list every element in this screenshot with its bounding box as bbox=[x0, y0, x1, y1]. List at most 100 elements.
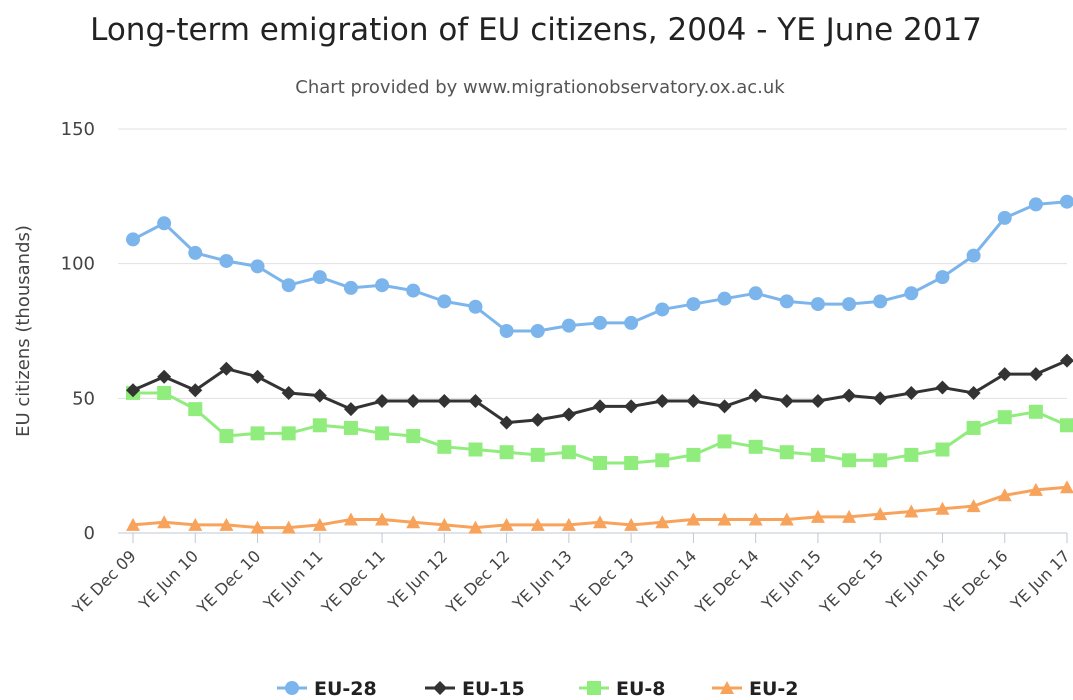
data-point bbox=[655, 453, 670, 468]
series-eu-2 bbox=[126, 480, 1073, 534]
data-point bbox=[561, 517, 576, 531]
data-point bbox=[810, 297, 825, 312]
data-point bbox=[655, 394, 670, 409]
data-point bbox=[530, 412, 545, 427]
legend-item-eu-8[interactable]: EU-8 bbox=[579, 678, 666, 700]
data-point bbox=[312, 388, 327, 403]
data-point bbox=[1060, 194, 1073, 209]
data-point bbox=[1028, 197, 1043, 212]
legend-marker bbox=[285, 681, 299, 695]
data-point bbox=[126, 232, 140, 247]
data-point bbox=[375, 426, 390, 441]
data-point bbox=[188, 245, 203, 260]
data-point bbox=[842, 388, 857, 403]
x-tick-label: YE Dec 13 bbox=[566, 546, 638, 618]
legend-marker bbox=[433, 681, 447, 695]
data-point bbox=[157, 515, 172, 529]
data-point bbox=[748, 286, 763, 301]
data-point bbox=[468, 394, 483, 409]
data-point bbox=[655, 302, 670, 317]
legend-label: EU-28 bbox=[314, 678, 377, 700]
data-point bbox=[904, 385, 919, 400]
x-tick-label: YE Jun 11 bbox=[259, 546, 326, 613]
series-eu-8 bbox=[126, 385, 1073, 470]
data-point bbox=[437, 294, 452, 309]
y-axis-ticks: 0 50 100 150 bbox=[61, 119, 95, 544]
data-point bbox=[281, 385, 296, 400]
data-point bbox=[779, 445, 794, 460]
data-point bbox=[188, 383, 203, 398]
data-point bbox=[375, 512, 390, 526]
series-eu-28 bbox=[126, 194, 1073, 338]
y-tick-label: 50 bbox=[72, 388, 95, 409]
data-point bbox=[375, 394, 390, 409]
data-point bbox=[157, 216, 172, 231]
data-point bbox=[779, 294, 794, 309]
data-point bbox=[966, 499, 981, 513]
series-eu-15 bbox=[126, 353, 1073, 430]
data-point bbox=[126, 517, 140, 531]
data-point bbox=[343, 420, 358, 435]
x-tick-label: YE Dec 15 bbox=[815, 546, 887, 618]
data-point bbox=[375, 278, 390, 293]
data-point bbox=[499, 415, 514, 430]
y-tick-label: 150 bbox=[61, 119, 95, 140]
data-point bbox=[966, 248, 981, 263]
data-point bbox=[593, 399, 607, 414]
data-point bbox=[904, 504, 919, 518]
data-point bbox=[250, 369, 265, 384]
data-point bbox=[686, 297, 701, 312]
data-point bbox=[499, 324, 514, 338]
legend-item-eu-2[interactable]: EU-2 bbox=[712, 678, 799, 700]
data-point bbox=[748, 439, 763, 454]
data-point bbox=[219, 517, 234, 531]
data-point bbox=[250, 259, 265, 274]
data-point bbox=[530, 447, 545, 462]
data-point bbox=[686, 512, 701, 526]
data-point bbox=[561, 407, 576, 422]
data-point bbox=[437, 394, 452, 409]
data-point bbox=[935, 270, 950, 285]
legend-marker bbox=[720, 681, 734, 694]
data-point bbox=[250, 426, 265, 441]
x-tick-label: YE Jun 13 bbox=[508, 546, 575, 613]
data-point bbox=[157, 369, 172, 384]
legend-item-eu-15[interactable]: EU-15 bbox=[425, 678, 525, 700]
data-point bbox=[904, 286, 919, 301]
legend-marker bbox=[587, 681, 601, 695]
data-point bbox=[1028, 482, 1043, 496]
data-point bbox=[499, 517, 514, 531]
data-point bbox=[935, 380, 950, 395]
data-point bbox=[406, 283, 421, 298]
data-point bbox=[717, 291, 732, 306]
data-point bbox=[188, 402, 203, 417]
x-tick-label: YE Jun 17 bbox=[1006, 546, 1073, 613]
data-point bbox=[188, 517, 203, 531]
x-tick-label: YE Dec 10 bbox=[193, 546, 265, 618]
data-point bbox=[997, 367, 1012, 382]
data-point bbox=[966, 420, 981, 435]
data-point bbox=[593, 515, 607, 529]
series-group bbox=[126, 194, 1073, 534]
data-point bbox=[748, 512, 763, 526]
data-point bbox=[935, 442, 950, 457]
legend-item-eu-28[interactable]: EU-28 bbox=[277, 678, 377, 700]
data-point bbox=[312, 517, 327, 531]
data-point bbox=[312, 270, 327, 285]
x-tick-label: YE Dec 12 bbox=[442, 546, 514, 618]
chart-title: Long-term emigration of EU citizens, 200… bbox=[90, 12, 982, 48]
data-point bbox=[997, 410, 1012, 425]
data-point bbox=[686, 394, 701, 409]
x-tick-label: YE Jun 16 bbox=[882, 546, 949, 613]
legend-label: EU-8 bbox=[616, 678, 666, 700]
legend-label: EU-15 bbox=[462, 678, 525, 700]
data-point bbox=[873, 391, 888, 406]
x-tick-label: YE Jun 14 bbox=[633, 546, 700, 613]
data-point bbox=[312, 418, 327, 433]
y-tick-label: 0 bbox=[84, 523, 95, 544]
data-point bbox=[219, 361, 234, 376]
x-tick-label: YE Dec 11 bbox=[317, 546, 389, 618]
legend-label: EU-2 bbox=[749, 678, 799, 700]
